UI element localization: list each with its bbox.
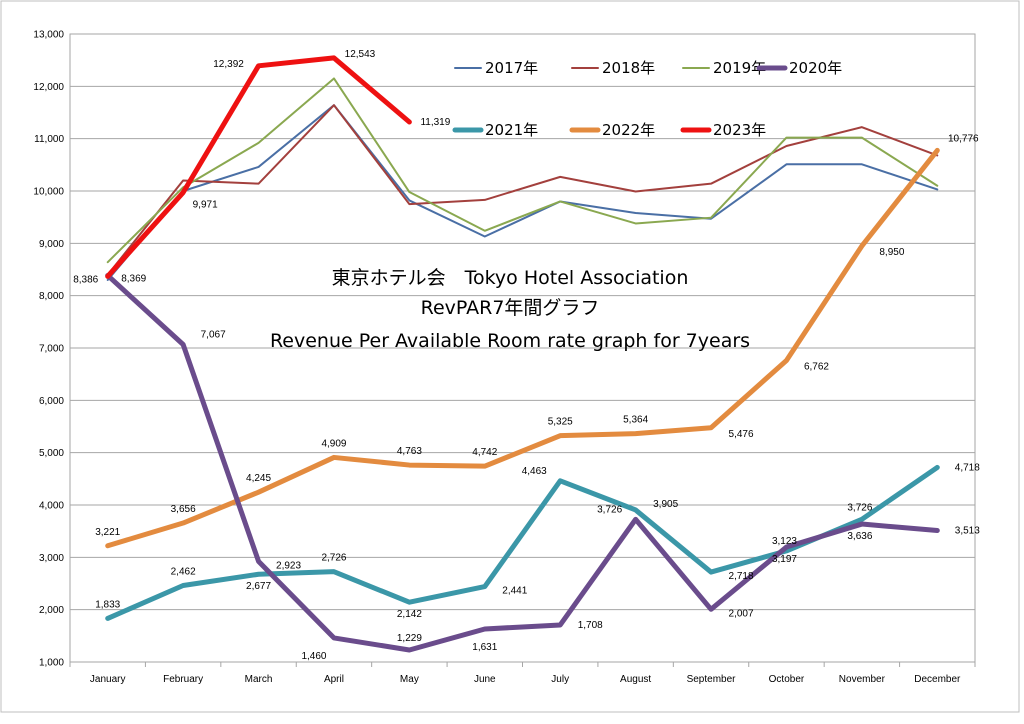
y-tick-label: 13,000 xyxy=(33,30,64,41)
data-label: 1,833 xyxy=(95,599,120,610)
y-tick-label: 2,000 xyxy=(39,605,64,616)
legend-item: 2022年 xyxy=(569,121,655,139)
data-labels: 8,386 7,067 2,923 1,460 1,229 1,631 1,708 3,726… xyxy=(73,49,980,662)
data-label: 4,463 xyxy=(522,466,547,477)
legend-item: 2020年 xyxy=(756,59,842,77)
x-tick-label: September xyxy=(687,674,737,685)
y-tick-label: 1,000 xyxy=(39,658,64,669)
data-label: 2,441 xyxy=(502,586,527,597)
legend-item: 2017年 xyxy=(454,59,538,77)
series-line-2017年 xyxy=(106,104,939,281)
x-tick-label: February xyxy=(163,674,203,685)
y-tick-label: 10,000 xyxy=(33,187,64,198)
legend-item: 2018年 xyxy=(571,59,655,77)
legend-label: 2021年 xyxy=(485,121,538,139)
data-label: 4,245 xyxy=(246,473,271,484)
x-tick-label: June xyxy=(474,674,496,685)
series-line-2022年 xyxy=(105,147,940,549)
series-line-2020年 xyxy=(105,272,940,653)
data-label: 1,460 xyxy=(301,651,326,662)
chart-titles: 東京ホテル会 Tokyo Hotel Association RevPAR7年間… xyxy=(270,267,750,352)
x-tick-label: January xyxy=(90,674,126,685)
x-tick-label: October xyxy=(769,674,805,685)
series-line-2023年 xyxy=(105,55,412,279)
data-label: 8,386 xyxy=(73,274,98,285)
y-tick-label: 12,000 xyxy=(33,82,64,93)
data-label: 4,718 xyxy=(955,462,980,473)
legend-label: 2020年 xyxy=(789,59,842,77)
data-label: 2,462 xyxy=(171,566,196,577)
data-label: 3,221 xyxy=(95,527,120,538)
data-label: 3,905 xyxy=(653,499,678,510)
x-tick-label: May xyxy=(400,674,419,685)
data-label: 5,325 xyxy=(548,417,573,428)
data-label: 2,677 xyxy=(246,581,271,592)
y-tick-label: 11,000 xyxy=(34,134,64,145)
legend-label: 2023年 xyxy=(713,121,766,139)
x-tick-label: April xyxy=(324,674,344,685)
data-label: 2,923 xyxy=(276,560,301,571)
chart-subtitle-english: Revenue Per Available Room rate graph fo… xyxy=(270,330,750,352)
y-tick-label: 5,000 xyxy=(39,448,64,459)
data-label: 8,369 xyxy=(121,273,146,284)
data-label: 3,197 xyxy=(772,554,797,565)
series-lines xyxy=(105,55,940,653)
data-label: 12,392 xyxy=(213,59,244,70)
data-label: 11,319 xyxy=(420,117,450,128)
data-label: 2,718 xyxy=(729,571,754,582)
legend-item: 2021年 xyxy=(452,121,538,139)
y-tick-label: 3,000 xyxy=(39,553,64,564)
data-label: 5,364 xyxy=(623,415,648,426)
data-label: 1,229 xyxy=(397,633,422,644)
legend-label: 2019年 xyxy=(713,59,766,77)
legend-label: 2018年 xyxy=(602,59,655,77)
data-label: 8,950 xyxy=(879,247,904,258)
data-label: 5,476 xyxy=(729,429,754,440)
data-label: 2,142 xyxy=(397,609,422,620)
data-label: 1,708 xyxy=(578,620,603,631)
data-label: 3,513 xyxy=(955,525,980,536)
x-tick-label: July xyxy=(551,674,569,685)
data-label: 4,742 xyxy=(472,447,497,458)
chart-title: 東京ホテル会 Tokyo Hotel Association xyxy=(332,267,689,289)
y-tick-label: 7,000 xyxy=(39,344,64,355)
data-label: 3,656 xyxy=(171,504,196,515)
data-label: 2,726 xyxy=(321,553,346,564)
data-label: 1,631 xyxy=(472,642,497,653)
data-label: 3,636 xyxy=(847,531,872,542)
series-line-2019年 xyxy=(106,77,939,264)
data-label: 4,763 xyxy=(397,446,422,457)
data-label: 7,067 xyxy=(201,329,226,340)
x-tick-label: August xyxy=(620,674,651,685)
x-tick-label: March xyxy=(245,674,273,685)
legend-item: 2019年 xyxy=(682,59,766,77)
chart-subtitle: RevPAR7年間グラフ xyxy=(421,297,600,319)
data-label: 3,726 xyxy=(597,504,622,515)
x-tick-label: December xyxy=(914,674,961,685)
data-label: 3,726 xyxy=(847,502,872,513)
data-label: 2,007 xyxy=(729,608,754,619)
y-tick-label: 6,000 xyxy=(39,396,64,407)
data-label: 6,762 xyxy=(804,361,829,372)
series-line-2018年 xyxy=(106,104,939,276)
y-tick-label: 9,000 xyxy=(39,239,64,250)
legend-label: 2022年 xyxy=(602,121,655,139)
data-label: 3,123 xyxy=(772,536,797,547)
legend-item: 2023年 xyxy=(680,121,766,139)
data-label: 4,909 xyxy=(321,438,346,449)
data-label: 10,776 xyxy=(948,133,979,144)
data-label: 12,543 xyxy=(345,49,376,60)
y-tick-label: 4,000 xyxy=(39,501,64,512)
y-tick-label: 8,000 xyxy=(39,291,64,302)
legend: 2017年 2018年 2019年 2020年 2021年 2022年 2023年 xyxy=(452,59,842,139)
legend-label: 2017年 xyxy=(485,59,538,77)
x-tick-label: November xyxy=(839,674,886,685)
data-label: 9,971 xyxy=(193,200,218,211)
axes: 1,000 2,000 3,000 4,000 5,000 6,000 7,000 8,000… xyxy=(33,30,976,685)
